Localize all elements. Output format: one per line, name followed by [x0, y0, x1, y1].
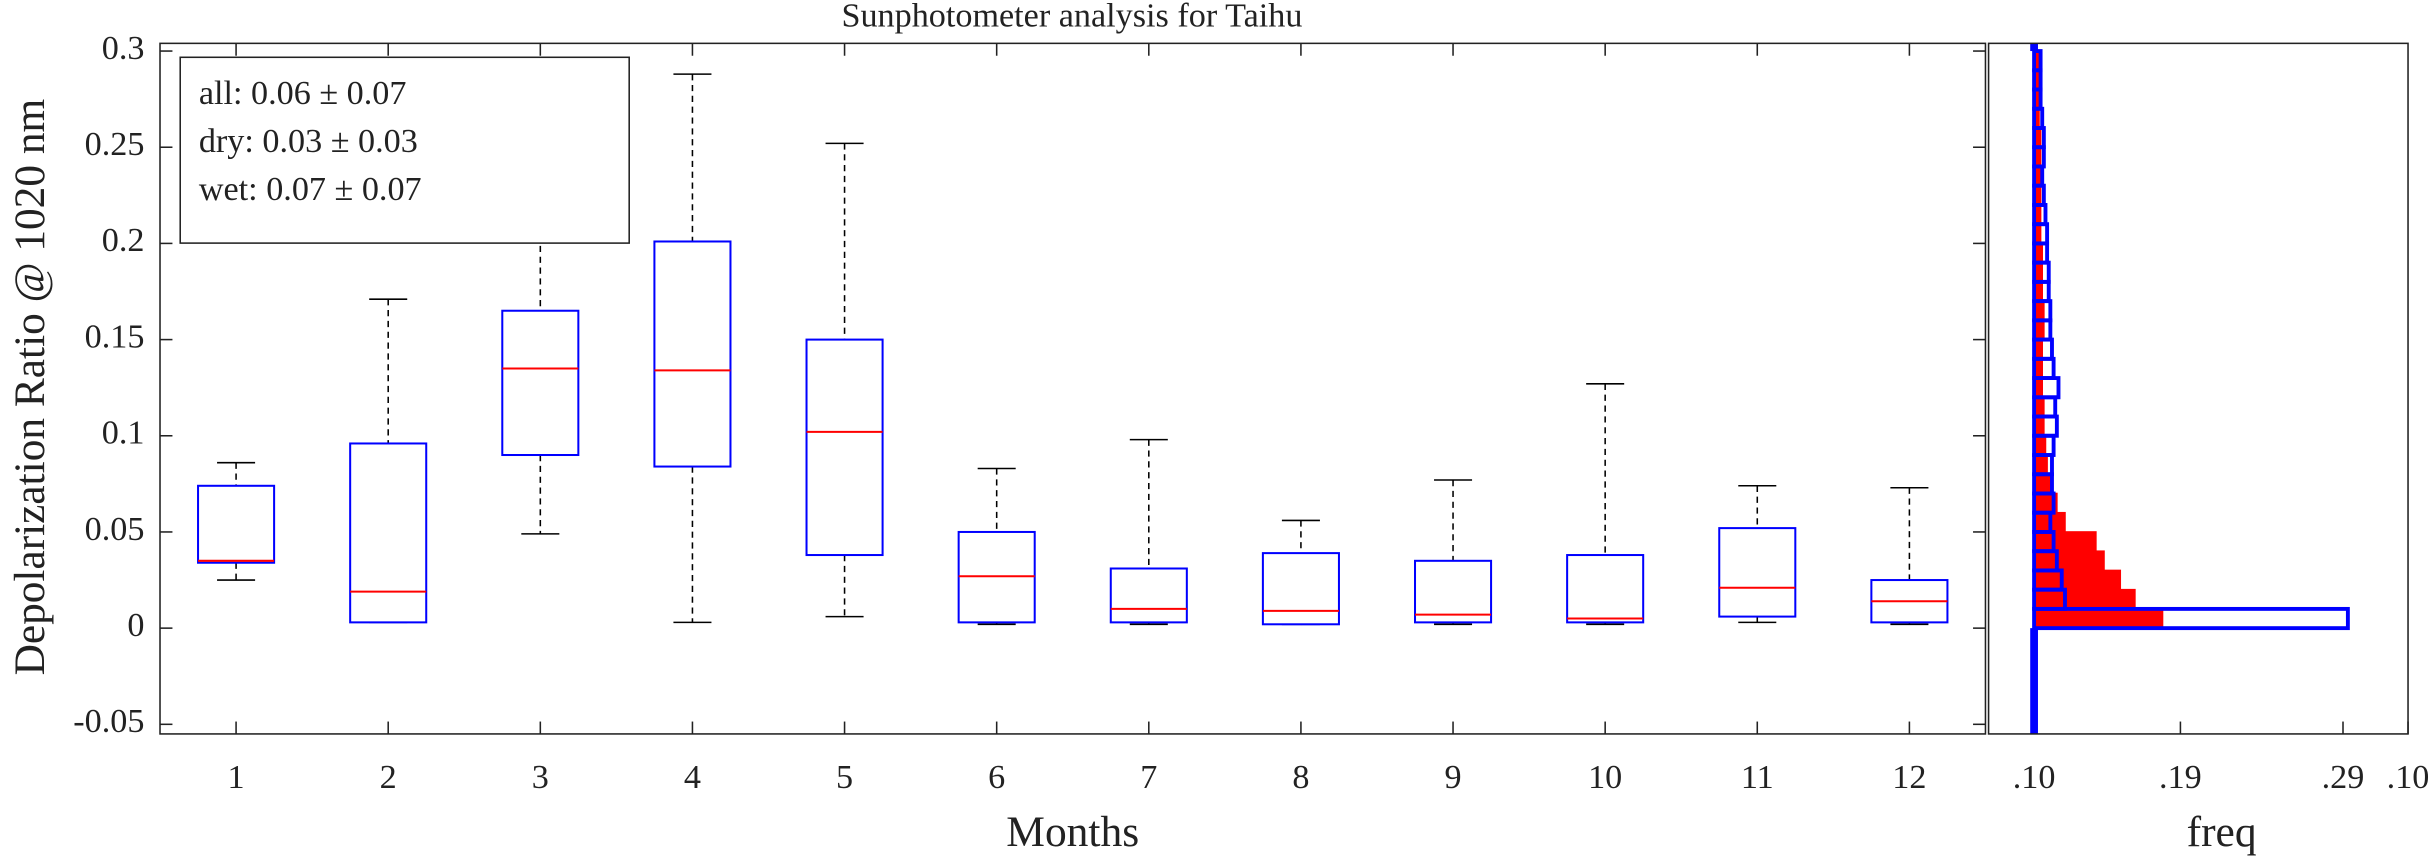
- y-tick-label: -0.05: [73, 703, 144, 740]
- x-tick-label: .10: [2013, 759, 2056, 796]
- hist-bar: [2032, 491, 2056, 515]
- box: [501, 309, 580, 457]
- x-tick-label: 6: [988, 759, 1005, 796]
- x-tick-label: 4: [684, 759, 701, 796]
- box: [197, 484, 276, 564]
- hist-bar: [2032, 568, 2064, 592]
- axes-frame: [159, 42, 1987, 735]
- hist-bar: [2032, 395, 2058, 419]
- hist-bar: [2032, 87, 2043, 111]
- x-tick-label: 7: [1140, 759, 1157, 796]
- annotation: wet: 0.07 ± 0.07: [199, 171, 422, 208]
- x-tick-label: 1: [228, 759, 245, 796]
- hist-bar: [2032, 318, 2053, 342]
- hist-bar: [2032, 414, 2059, 438]
- box: [805, 338, 884, 557]
- x-tick-label: 10: [1588, 759, 1622, 796]
- hist-bar: [2032, 453, 2054, 477]
- hist-bar: [2032, 222, 2050, 246]
- y-tick-label: 0: [127, 607, 144, 644]
- annotation: dry: 0.03 ± 0.03: [199, 123, 418, 160]
- hist-bar: [2032, 126, 2046, 150]
- y-tick-label: 0.2: [102, 222, 145, 259]
- box: [1566, 554, 1645, 624]
- hist-bar: [2032, 549, 2059, 573]
- box: [349, 442, 428, 624]
- hist-bar: [2032, 164, 2045, 188]
- hist-bar: [2032, 260, 2051, 284]
- x-tick-label: .29: [2322, 759, 2365, 796]
- hist-bar: [2032, 587, 2067, 611]
- hist-bar: [2032, 106, 2045, 130]
- y-axis-label: Depolarization Ratio @ 1020 nm: [6, 99, 54, 676]
- y-tick-label: 0.25: [85, 126, 145, 163]
- axes-frame: [1987, 42, 2409, 735]
- box: [1261, 552, 1340, 626]
- hist-bar: [2032, 145, 2046, 169]
- hist-bar: [2032, 530, 2056, 554]
- hist-bar: [2032, 337, 2054, 361]
- hist-bar: [2032, 49, 2043, 73]
- annotation-box: [179, 56, 630, 244]
- box: [1414, 559, 1493, 624]
- y-tick-label: 0.1: [102, 415, 145, 452]
- x-tick-label: 8: [1292, 759, 1309, 796]
- hist-bar: [2032, 183, 2046, 207]
- x-tick-label: 12: [1892, 759, 1926, 796]
- x-tick-label: 9: [1444, 759, 1461, 796]
- box: [653, 240, 732, 468]
- x-tick-label: .10: [2387, 759, 2430, 796]
- hist-bar: [2032, 299, 2053, 323]
- hist-bar: [2032, 376, 2061, 400]
- hist-bar: [2032, 279, 2051, 304]
- box: [1718, 527, 1797, 618]
- hist-bar: [2032, 510, 2053, 534]
- y-tick-label: 0.15: [85, 318, 145, 355]
- annotation: all: 0.06 ± 0.07: [199, 75, 407, 112]
- y-tick-label: 0.05: [85, 511, 145, 548]
- chart-title: Sunphotometer analysis for Taihu: [841, 0, 1302, 34]
- hist-bar: [2032, 68, 2043, 92]
- hist-bar: [2032, 606, 2350, 631]
- hist-bar: [2032, 203, 2048, 227]
- x-tick-label: 3: [532, 759, 549, 796]
- x-tick-label: 11: [1741, 759, 1774, 796]
- x-tick-label: 5: [836, 759, 853, 796]
- box: [1109, 567, 1188, 624]
- hist-bar: [2032, 356, 2056, 381]
- x-axis-label: Months: [1006, 808, 1139, 856]
- x-tick-label: 2: [380, 759, 397, 796]
- y-tick-label: 0.3: [102, 30, 145, 67]
- x-axis-label: freq: [2187, 808, 2257, 856]
- hist-bar: [2032, 433, 2056, 457]
- hist-bar: [2032, 241, 2050, 265]
- hist-bar: [2032, 472, 2054, 496]
- x-tick-label: .19: [2159, 759, 2202, 796]
